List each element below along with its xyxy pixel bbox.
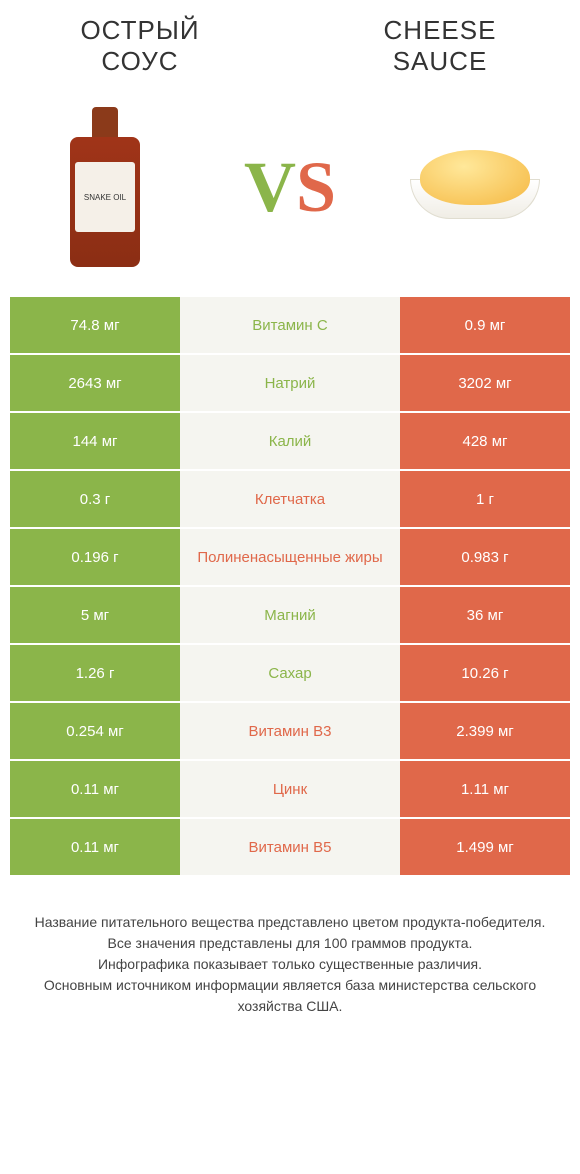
- comparison-table: 74.8 мгВитамин C0.9 мг2643 мгНатрий3202 …: [0, 297, 580, 877]
- product-image-left: SNAKE OIL: [30, 97, 180, 277]
- table-row: 0.11 мгЦинк1.11 мг: [10, 761, 570, 817]
- cell-right-value: 2.399 мг: [400, 703, 570, 759]
- table-row: 1.26 гСахар10.26 г: [10, 645, 570, 701]
- cell-right-value: 36 мг: [400, 587, 570, 643]
- cell-nutrient-label: Сахар: [180, 645, 400, 701]
- hot-sauce-bottle-icon: SNAKE OIL: [70, 107, 140, 267]
- footer-notes: Название питательного вещества представл…: [0, 877, 580, 1037]
- footer-line: Название питательного вещества представл…: [20, 912, 560, 933]
- cell-left-value: 0.11 мг: [10, 819, 180, 875]
- table-row: 2643 мгНатрий3202 мг: [10, 355, 570, 411]
- vs-s: S: [296, 146, 336, 229]
- cell-right-value: 428 мг: [400, 413, 570, 469]
- cell-nutrient-label: Витамин C: [180, 297, 400, 353]
- cell-nutrient-label: Витамин B3: [180, 703, 400, 759]
- title-right: CHEESE SAUCE: [340, 15, 540, 77]
- cheese-sauce-bowl-icon: [410, 142, 540, 232]
- table-row: 0.196 гПолиненасыщенные жиры0.983 г: [10, 529, 570, 585]
- cell-left-value: 2643 мг: [10, 355, 180, 411]
- cell-left-value: 0.254 мг: [10, 703, 180, 759]
- cell-left-value: 0.3 г: [10, 471, 180, 527]
- footer-line: Инфографика показывает только существенн…: [20, 954, 560, 975]
- cell-left-value: 0.196 г: [10, 529, 180, 585]
- cell-right-value: 10.26 г: [400, 645, 570, 701]
- cell-nutrient-label: Натрий: [180, 355, 400, 411]
- cell-nutrient-label: Клетчатка: [180, 471, 400, 527]
- cell-left-value: 5 мг: [10, 587, 180, 643]
- bottle-label: SNAKE OIL: [75, 162, 135, 232]
- cell-right-value: 3202 мг: [400, 355, 570, 411]
- product-image-right: [400, 97, 550, 277]
- footer-line: Все значения представлены для 100 граммо…: [20, 933, 560, 954]
- cell-left-value: 0.11 мг: [10, 761, 180, 817]
- cell-right-value: 0.983 г: [400, 529, 570, 585]
- table-row: 0.11 мгВитамин B51.499 мг: [10, 819, 570, 875]
- table-row: 144 мгКалий428 мг: [10, 413, 570, 469]
- cell-nutrient-label: Витамин B5: [180, 819, 400, 875]
- images-row: SNAKE OIL VS: [0, 87, 580, 297]
- cell-nutrient-label: Магний: [180, 587, 400, 643]
- vs-v: V: [244, 146, 296, 229]
- table-row: 5 мгМагний36 мг: [10, 587, 570, 643]
- cell-nutrient-label: Полиненасыщенные жиры: [180, 529, 400, 585]
- cell-left-value: 1.26 г: [10, 645, 180, 701]
- vs-label: VS: [244, 146, 336, 229]
- cell-left-value: 74.8 мг: [10, 297, 180, 353]
- cell-left-value: 144 мг: [10, 413, 180, 469]
- cell-nutrient-label: Цинк: [180, 761, 400, 817]
- cell-right-value: 0.9 мг: [400, 297, 570, 353]
- cell-right-value: 1 г: [400, 471, 570, 527]
- table-row: 74.8 мгВитамин C0.9 мг: [10, 297, 570, 353]
- cell-right-value: 1.499 мг: [400, 819, 570, 875]
- cell-nutrient-label: Калий: [180, 413, 400, 469]
- title-left: ОСТРЫЙ СОУС: [40, 15, 240, 77]
- table-row: 0.3 гКлетчатка1 г: [10, 471, 570, 527]
- footer-line: Основным источником информации является …: [20, 975, 560, 1017]
- table-row: 0.254 мгВитамин B32.399 мг: [10, 703, 570, 759]
- header: ОСТРЫЙ СОУС CHEESE SAUCE: [0, 0, 580, 87]
- cell-right-value: 1.11 мг: [400, 761, 570, 817]
